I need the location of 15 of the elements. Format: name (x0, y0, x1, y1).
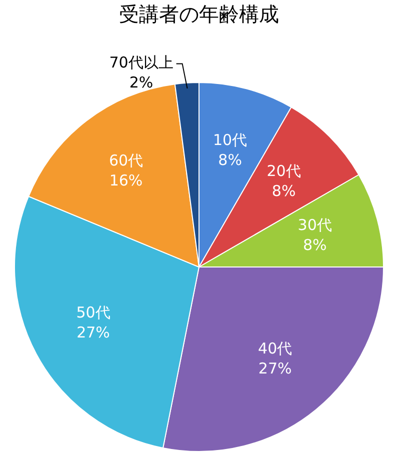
data-label: 8% (302, 236, 327, 254)
slice-label: 40代 (258, 340, 292, 358)
data-label: 8% (272, 182, 296, 200)
slice-label: 50代 (76, 303, 110, 322)
slice-label: 70代以上 (109, 54, 174, 72)
data-label: 16% (109, 172, 143, 190)
data-label: 8% (218, 151, 242, 170)
slice-label: 20代 (266, 162, 301, 180)
data-label: 2% (129, 74, 154, 92)
data-label: 27% (258, 360, 292, 378)
slice-label: 10代 (212, 131, 248, 150)
slice-label: 60代 (108, 152, 144, 170)
chart-title: 受講者の年齢構成 (119, 2, 279, 26)
slice-label: 30代 (298, 216, 332, 234)
data-label: 27% (76, 323, 110, 342)
